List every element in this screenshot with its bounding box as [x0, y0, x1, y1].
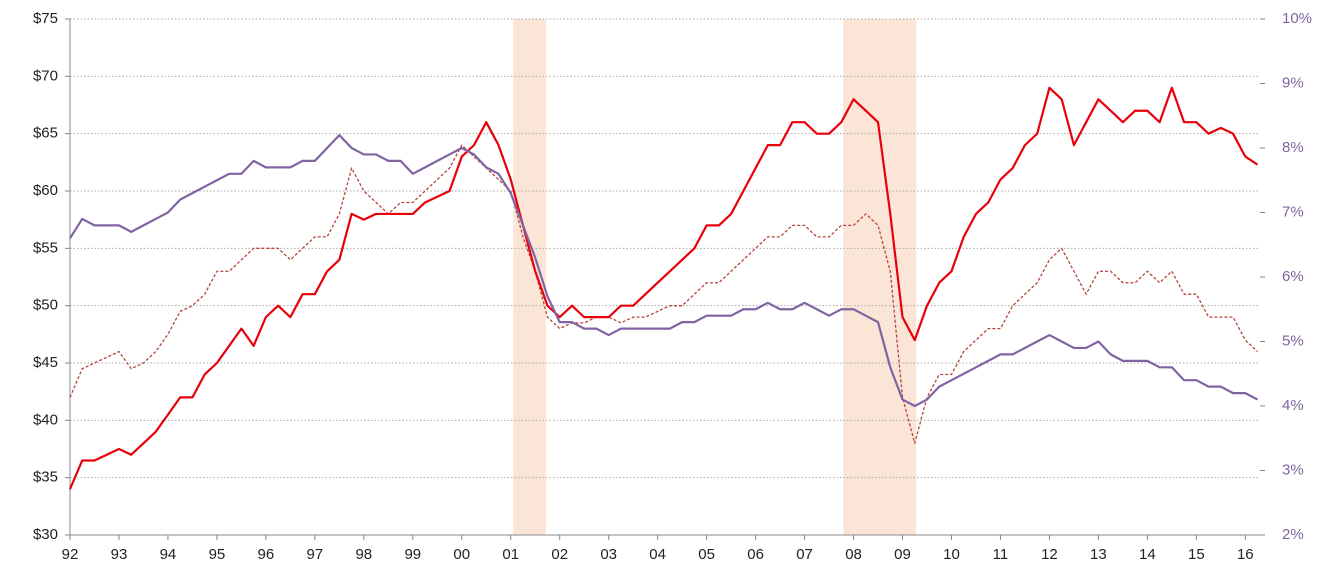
y2-tick-label: 4% [1282, 397, 1304, 414]
x-tick-label: 93 [111, 546, 128, 563]
x-tick-label: 01 [502, 546, 519, 563]
x-tick-label: 13 [1090, 546, 1107, 563]
y2-tick-label: 2% [1282, 526, 1304, 543]
y-tick-label: $55 [33, 239, 58, 256]
y-tick-label: $60 [33, 182, 58, 199]
x-tick-label: 97 [307, 546, 324, 563]
y-tick-label: $70 [33, 67, 58, 84]
x-tick-label: 92 [62, 546, 79, 563]
y-tick-label: $45 [33, 354, 58, 371]
recession-band [843, 19, 917, 535]
y-tick-label: $35 [33, 469, 58, 486]
x-tick-label: 09 [894, 546, 911, 563]
y2-tick-label: 9% [1282, 74, 1304, 91]
x-tick-label: 15 [1188, 546, 1205, 563]
y-tick-label: $40 [33, 411, 58, 428]
x-tick-label: 96 [258, 546, 275, 563]
x-tick-label: 06 [747, 546, 764, 563]
series-line [69, 144, 1258, 444]
x-tick-label: 11 [993, 546, 1009, 563]
y2-tick-label: 7% [1282, 203, 1304, 220]
y-tick-label: $75 [33, 10, 58, 27]
x-tick-label: 02 [551, 546, 568, 563]
x-tick-label: 98 [355, 546, 372, 563]
y2-tick-label: 5% [1282, 332, 1304, 349]
x-tick-label: 14 [1139, 546, 1156, 563]
y-tick-label: $65 [33, 125, 58, 142]
y2-tick-label: 10% [1282, 10, 1312, 27]
x-tick-label: 10 [943, 546, 960, 563]
series-line [69, 134, 1259, 408]
y-tick-label: $30 [33, 526, 58, 543]
series-line [68, 86, 1259, 490]
y2-tick-label: 8% [1282, 139, 1304, 156]
y2-tick-label: 6% [1282, 268, 1304, 285]
x-tick-label: 08 [845, 546, 862, 563]
x-tick-label: 05 [698, 546, 715, 563]
x-tick-label: 04 [649, 546, 666, 563]
x-tick-label: 03 [600, 546, 617, 563]
y-tick-label: $50 [33, 297, 58, 314]
x-tick-label: 99 [404, 546, 421, 563]
y2-tick-label: 3% [1282, 461, 1304, 478]
x-tick-label: 16 [1237, 546, 1254, 563]
x-tick-label: 12 [1041, 546, 1058, 563]
x-tick-label: 95 [209, 546, 226, 563]
x-tick-label: 07 [796, 546, 813, 563]
x-tick-label: 00 [453, 546, 470, 563]
x-tick-label: 94 [160, 546, 177, 563]
